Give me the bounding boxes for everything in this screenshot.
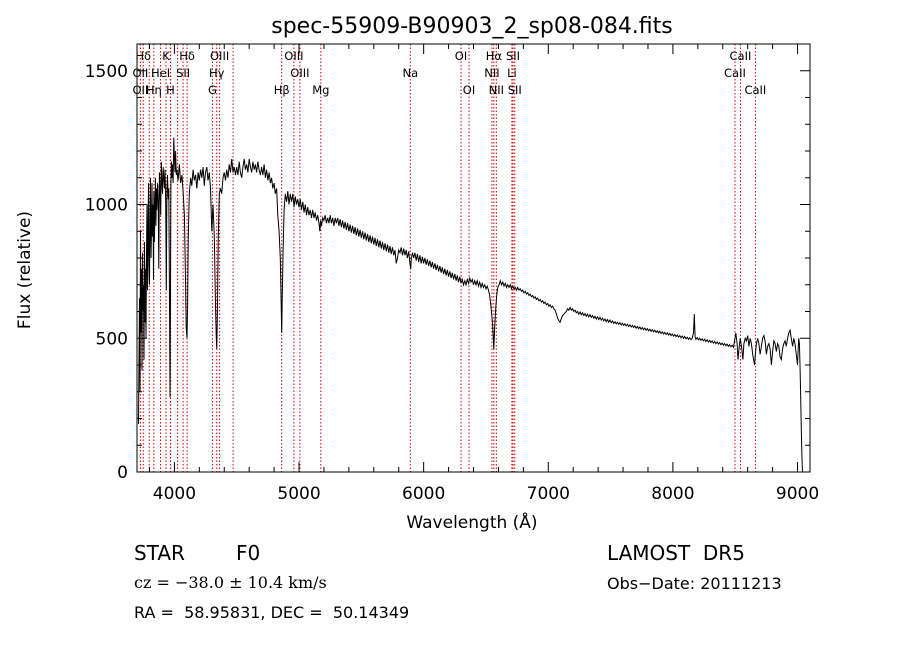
marker-label: Hδ bbox=[135, 49, 151, 63]
x-tick-label: 8000 bbox=[651, 484, 694, 504]
object-subclass: F0 bbox=[236, 541, 261, 565]
marker-label: G bbox=[208, 83, 217, 97]
marker-label: Na bbox=[402, 66, 418, 80]
marker-label: Hη bbox=[146, 83, 162, 97]
marker-label: OI bbox=[455, 49, 467, 63]
marker-label: NII bbox=[489, 83, 504, 97]
x-tick-label: 9000 bbox=[776, 484, 819, 504]
chart-title: spec-55909-B90903_2_sp08-084.fits bbox=[271, 14, 673, 39]
x-tick-label: 6000 bbox=[402, 484, 445, 504]
marker-label: Hδ bbox=[179, 49, 195, 63]
marker-label: CaII bbox=[744, 83, 766, 97]
x-axis-label: Wavelength (Å) bbox=[406, 511, 537, 533]
object-class: STAR bbox=[134, 541, 185, 565]
spectrum-line bbox=[138, 137, 803, 473]
marker-label: OIII bbox=[290, 66, 309, 80]
marker-label: Hβ bbox=[274, 83, 290, 97]
marker-label: Mg bbox=[312, 83, 329, 97]
coordinates: RA = 58.95831, DEC = 50.14349 bbox=[134, 603, 410, 622]
emission-line-markers bbox=[139, 44, 756, 472]
marker-label: Hγ bbox=[209, 66, 225, 80]
marker-label: HeI bbox=[151, 66, 170, 80]
marker-label: OII bbox=[132, 83, 148, 97]
redshift-velocity: cz = −38.0 ± 10.4 km/s bbox=[134, 573, 327, 592]
marker-label: OI bbox=[463, 83, 475, 97]
y-tick-label: 500 bbox=[96, 329, 128, 349]
observation-date: Obs−Date: 20111213 bbox=[607, 574, 782, 593]
marker-label: Hα bbox=[486, 49, 503, 63]
y-axis-label: Flux (relative) bbox=[15, 211, 35, 329]
marker-label: OII bbox=[132, 66, 148, 80]
x-tick-label: 5000 bbox=[277, 484, 320, 504]
x-tick-label: 4000 bbox=[153, 484, 196, 504]
marker-label: SII bbox=[506, 49, 520, 63]
marker-label: CaII bbox=[724, 66, 746, 80]
plot-frame bbox=[136, 43, 811, 473]
marker-label: CaII bbox=[730, 49, 752, 63]
marker-label: OIII bbox=[210, 49, 229, 63]
survey-name: LAMOST DR5 bbox=[607, 541, 745, 565]
y-tick-label: 1500 bbox=[85, 62, 128, 82]
y-tick-label: 0 bbox=[117, 463, 128, 483]
marker-label: OIII bbox=[284, 49, 303, 63]
y-tick-label: 1000 bbox=[85, 196, 128, 216]
y-axis-ticks: 0 500 1000 1500 bbox=[85, 43, 810, 483]
marker-label: SII bbox=[176, 66, 190, 80]
x-axis-ticks: 4000 5000 6000 7000 8000 9000 bbox=[148, 44, 819, 504]
marker-label: K bbox=[162, 49, 170, 63]
marker-label: NII bbox=[484, 66, 499, 80]
marker-label: Li bbox=[507, 66, 517, 80]
marker-label: SII bbox=[508, 83, 522, 97]
marker-label: H bbox=[166, 83, 175, 97]
x-tick-label: 7000 bbox=[527, 484, 570, 504]
